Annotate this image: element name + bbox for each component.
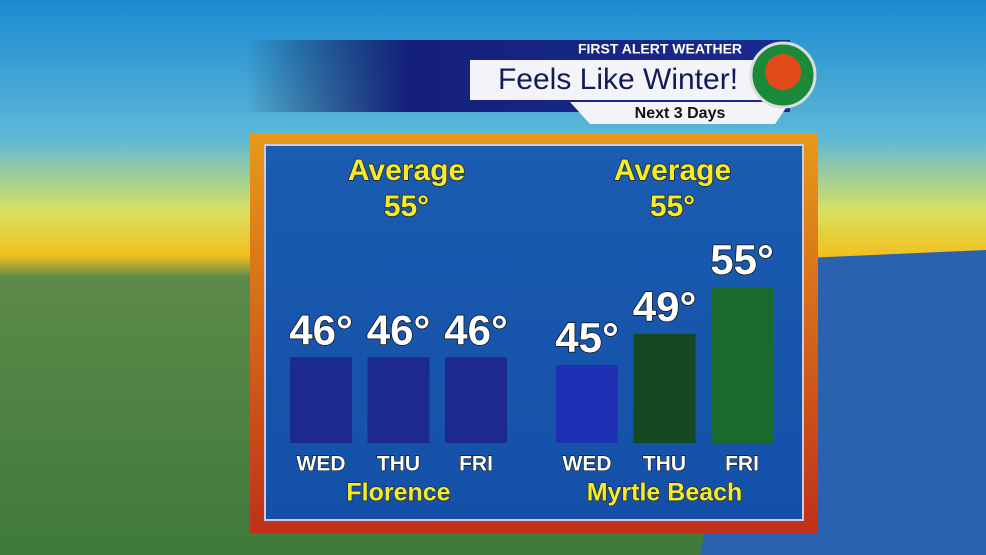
value-label: 46° (367, 306, 431, 353)
day-label: FRI (725, 453, 759, 476)
city-label: Myrtle Beach (587, 479, 743, 507)
title-box (470, 60, 770, 100)
value-label: 49° (633, 283, 697, 330)
day-label: FRI (459, 453, 493, 476)
title: Feels Like Winter! (498, 63, 738, 96)
subtitle-box (570, 102, 790, 124)
day-label: WED (297, 453, 346, 476)
value-label: 46° (444, 306, 508, 353)
day-label: WED (563, 453, 612, 476)
value-label: 46° (289, 306, 353, 353)
average-value: 55° (384, 190, 429, 223)
bar (367, 357, 430, 443)
bar (290, 357, 352, 443)
average-value: 55° (650, 190, 695, 223)
day-label: THU (377, 453, 420, 476)
average-label: Average (348, 154, 465, 187)
bar (445, 357, 507, 443)
bar (711, 287, 773, 443)
logo-storm (765, 54, 801, 90)
value-label: 55° (710, 236, 774, 283)
bar (633, 333, 696, 443)
value-label: 45° (555, 314, 619, 361)
subtitle: Next 3 Days (635, 105, 726, 122)
day-label: THU (643, 453, 686, 476)
bar (556, 365, 618, 443)
average-label: Average (614, 154, 731, 187)
brand: FIRST ALERT WEATHER (578, 41, 742, 57)
city-label: Florence (346, 479, 450, 507)
